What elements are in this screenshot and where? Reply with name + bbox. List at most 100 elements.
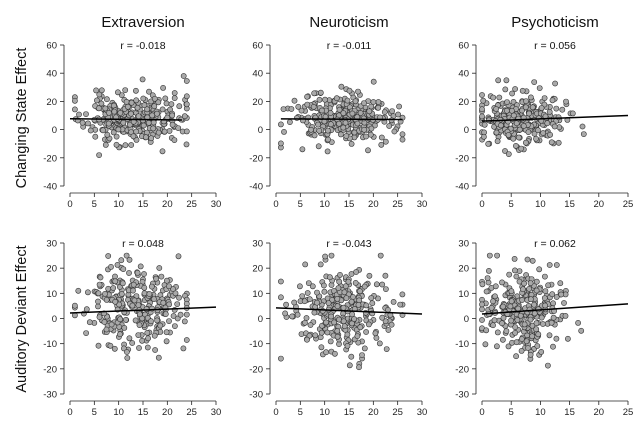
- data-point: [174, 315, 181, 322]
- data-point: [343, 295, 350, 301]
- data-point: [95, 290, 102, 297]
- data-point: [183, 101, 190, 108]
- data-point: [163, 329, 170, 336]
- x-tick-label: 20: [162, 407, 173, 418]
- data-point: [86, 319, 93, 326]
- data-point: [523, 98, 529, 104]
- data-point: [302, 261, 309, 268]
- data-point: [135, 332, 142, 338]
- data-point: [356, 364, 362, 371]
- y-tick-label: 20: [458, 264, 469, 275]
- data-point: [317, 89, 324, 96]
- data-point: [172, 290, 179, 297]
- data-point: [348, 298, 355, 305]
- data-point: [381, 109, 388, 115]
- data-point: [111, 108, 118, 115]
- y-tick-label: -20: [249, 364, 263, 375]
- data-point: [106, 110, 112, 116]
- y-tick-label: 10: [458, 289, 469, 300]
- data-point: [328, 313, 334, 320]
- data-point: [146, 88, 152, 95]
- data-point: [87, 127, 94, 134]
- data-point: [369, 300, 376, 307]
- data-point: [534, 343, 541, 349]
- y-tick-label: 30: [252, 239, 263, 250]
- data-point: [503, 77, 510, 84]
- x-tick-label: 30: [211, 407, 222, 418]
- data-point: [83, 111, 89, 117]
- data-point: [510, 112, 517, 119]
- data-point: [72, 302, 78, 309]
- data-point: [529, 257, 536, 264]
- data-point: [522, 104, 529, 111]
- data-point: [518, 347, 525, 354]
- data-point: [544, 120, 551, 127]
- data-point: [154, 317, 160, 324]
- data-point: [531, 130, 538, 137]
- data-point: [98, 100, 105, 107]
- data-point: [322, 253, 328, 260]
- data-point: [318, 107, 325, 114]
- data-point: [94, 97, 100, 104]
- data-point: [361, 100, 367, 106]
- data-point: [291, 299, 298, 306]
- x-tick-label: 10: [319, 407, 330, 418]
- data-point: [95, 342, 102, 349]
- data-point: [377, 252, 384, 259]
- data-point: [171, 90, 178, 96]
- data-point: [542, 273, 548, 280]
- data-point: [349, 110, 356, 117]
- data-point: [518, 145, 525, 152]
- data-point: [552, 80, 558, 87]
- data-point: [533, 326, 540, 333]
- y-tick-label: -20: [43, 364, 57, 375]
- data-point: [533, 135, 539, 142]
- data-point: [298, 107, 305, 114]
- data-point: [354, 333, 361, 339]
- data-point: [92, 133, 99, 140]
- data-point: [72, 97, 78, 104]
- data-point: [361, 126, 368, 133]
- data-point: [528, 94, 534, 101]
- data-point: [479, 301, 485, 308]
- data-point: [102, 141, 109, 148]
- data-point: [542, 288, 549, 294]
- data-point: [513, 273, 520, 280]
- row-label-auditory-deviant: Auditory Deviant Effect: [14, 245, 30, 392]
- data-point: [493, 129, 500, 136]
- data-point: [299, 293, 306, 299]
- y-tick-label: 0: [464, 314, 469, 325]
- data-point: [171, 137, 178, 143]
- data-point: [399, 131, 406, 138]
- data-point: [322, 96, 328, 103]
- data-point: [140, 95, 147, 102]
- data-point: [123, 99, 130, 105]
- data-point: [526, 110, 532, 117]
- data-point: [378, 134, 385, 141]
- data-point: [316, 127, 323, 134]
- y-tick-label: -20: [455, 364, 469, 375]
- data-point: [126, 256, 133, 263]
- data-point: [546, 262, 553, 268]
- data-point: [513, 353, 519, 360]
- y-tick-label: -20: [43, 153, 57, 164]
- data-point: [336, 120, 342, 127]
- data-point: [155, 129, 162, 136]
- data-point: [479, 281, 486, 288]
- data-point: [520, 123, 527, 129]
- x-tick-label: 15: [138, 199, 149, 210]
- data-point: [513, 339, 520, 346]
- data-point: [112, 273, 118, 280]
- data-point: [521, 321, 528, 328]
- data-point: [330, 287, 337, 294]
- data-point: [519, 336, 525, 342]
- data-point: [140, 122, 147, 129]
- data-point: [324, 127, 331, 134]
- x-tick-label: 30: [417, 407, 428, 418]
- data-point: [494, 329, 501, 336]
- data-point: [155, 354, 162, 361]
- data-point: [550, 314, 557, 321]
- data-point: [130, 281, 137, 288]
- data-point: [481, 121, 488, 128]
